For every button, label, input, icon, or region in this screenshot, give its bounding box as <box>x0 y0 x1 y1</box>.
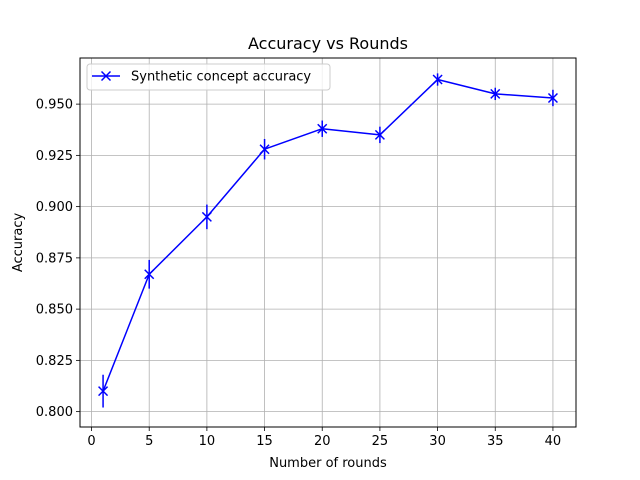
grid <box>80 58 576 427</box>
x-tick-label: 10 <box>199 434 216 449</box>
x-axis-label: Number of rounds <box>269 456 387 471</box>
legend-marker-stroke <box>100 70 112 82</box>
legend-marker <box>100 70 112 82</box>
chart-title: Accuracy vs Rounds <box>248 34 408 53</box>
data-point <box>432 74 443 85</box>
data-point <box>490 88 501 99</box>
data-point-stroke <box>259 144 270 155</box>
y-tick-label: 0.900 <box>36 200 73 215</box>
data-point <box>317 123 328 134</box>
legend-label: Synthetic concept accuracy <box>131 70 311 85</box>
data-point <box>144 269 155 280</box>
x-tick-label: 0 <box>87 434 95 449</box>
plot-data <box>98 73 558 408</box>
x-tick-label: 30 <box>429 434 446 449</box>
y-tick-label: 0.850 <box>36 303 73 318</box>
data-point <box>98 386 109 397</box>
axes-frame <box>79 57 577 428</box>
data-point <box>547 92 558 104</box>
data-point-stroke <box>374 129 385 140</box>
y-tick-label: 0.950 <box>36 98 73 113</box>
y-tick-label: 0.800 <box>36 405 73 420</box>
y-tick-label: 0.825 <box>36 354 73 369</box>
data-point <box>259 144 270 155</box>
x-tick-label: 20 <box>314 434 331 449</box>
data-point-stroke <box>547 92 558 104</box>
data-point-stroke <box>490 88 501 99</box>
y-tick-label: 0.925 <box>36 149 73 164</box>
data-point <box>374 129 385 140</box>
data-point-stroke <box>201 211 212 222</box>
data-point-stroke <box>98 386 109 397</box>
data-point-stroke <box>317 123 328 134</box>
x-tick-label: 25 <box>372 434 389 449</box>
legend-box <box>86 63 331 91</box>
legend: Synthetic concept accuracy <box>86 63 331 91</box>
y-axis-label: Accuracy <box>11 213 26 273</box>
x-tick-label: 15 <box>256 434 273 449</box>
data-point-stroke <box>432 74 443 85</box>
ticks: 0 5 10 15 20 25 30 35 40 0.800 0.825 0.850 0.875 0.90… <box>36 98 561 449</box>
x-tick-label: 5 <box>145 434 153 449</box>
data-point <box>201 211 212 222</box>
y-tick-label: 0.875 <box>36 251 73 266</box>
x-tick-label: 40 <box>545 434 562 449</box>
data-point-stroke <box>144 269 155 280</box>
x-tick-label: 35 <box>487 434 504 449</box>
